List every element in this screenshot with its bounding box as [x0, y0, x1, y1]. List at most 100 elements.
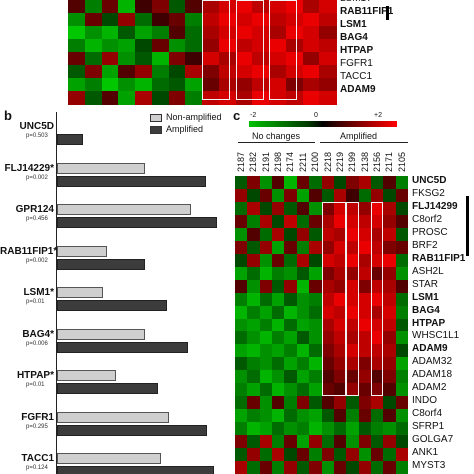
panel-a-heat-cell — [118, 91, 136, 105]
panel-a-heat-cell — [218, 13, 236, 27]
panel-c-heat-cell — [272, 292, 285, 307]
panel-a-heat-cell — [269, 52, 287, 66]
panel-c-heat-cell — [346, 461, 360, 474]
panel-a-heat-cell — [269, 91, 287, 105]
panel-c-heat-cell — [272, 214, 285, 229]
panel-c-heat-cell — [395, 201, 409, 216]
bar-category-label: FGFR1 — [21, 411, 54, 423]
panel-a-heat-cell — [84, 52, 102, 66]
bar-amplified — [57, 175, 206, 187]
panel-c-heat-cell — [333, 176, 347, 190]
panel-c-heat-cell — [247, 383, 261, 397]
panel-c-heat-cell — [309, 357, 322, 371]
panel-c-heat-cell — [284, 344, 298, 358]
panel-a-heat-cell — [235, 39, 253, 53]
bar-amplified — [57, 424, 208, 436]
panel-a-heat-cell — [252, 26, 270, 40]
panel-c-gene-label: GOLGA7 — [412, 434, 454, 446]
panel-a-heat-cell — [218, 26, 236, 40]
panel-c-heat-cell — [296, 331, 310, 345]
panel-c-gene-label: ASH2L — [412, 265, 444, 277]
panel-a-heat-cell — [84, 39, 102, 53]
panel-a-heat-cell — [285, 39, 303, 53]
panel-c-heat-cell — [395, 176, 409, 190]
panel-c-gene-label: LSM1 — [412, 291, 439, 303]
panel-c-heat-cell — [259, 448, 273, 462]
panel-c-heat-cell — [333, 279, 347, 294]
panel-c-heat-cell — [383, 409, 397, 423]
panel-a-heat-cell — [168, 91, 186, 105]
panel-c-heat-cell — [235, 422, 248, 436]
panel-c-heat-cell — [259, 292, 273, 307]
panel-c-heat-cell — [346, 331, 360, 345]
panel-c-gene-label: SFRP1 — [412, 421, 445, 433]
panel-a-heat-cell — [269, 13, 287, 27]
panel-a-heat-cell — [84, 91, 102, 105]
panel-c-heat-cell — [321, 370, 335, 384]
panel-c-heat-cell — [235, 240, 248, 255]
panel-c-heat-cell — [358, 461, 372, 474]
bar-category-label: GPR124 — [15, 204, 54, 215]
panel-c-heat-cell — [395, 188, 409, 203]
panel-c-heat-cell — [259, 435, 273, 449]
panel-a-heat-cell — [319, 91, 337, 105]
panel-c-heat-cell — [346, 357, 360, 371]
panel-c-heat-cell — [370, 266, 384, 281]
panel-c-heat-cell — [358, 201, 372, 216]
panel-c-heat-cell — [383, 396, 397, 410]
sample-id-label: 2219 — [334, 151, 345, 172]
panel-a-heat-cell — [319, 52, 337, 66]
panel-c-heat-cell — [358, 176, 372, 190]
color-scale-bar — [249, 121, 397, 127]
panel-a-heat-cell — [168, 52, 186, 66]
panel-a-heat-cell — [101, 13, 119, 27]
panel-c-heat-cell — [321, 188, 335, 203]
panel-a-heat-cell — [135, 13, 153, 27]
panel-c-heat-cell — [272, 383, 285, 397]
panel-c-heat-cell — [284, 318, 298, 332]
panel-c-heat-cell — [346, 279, 360, 294]
panel-a-heat-cell — [68, 52, 86, 66]
bar-non-amplified — [57, 245, 107, 257]
panel-c-heat-cell — [383, 266, 397, 281]
panel-a-heat-cell — [118, 78, 136, 92]
panel-c-heat-cell — [321, 357, 335, 371]
panel-c-heat-cell — [333, 396, 347, 410]
panel-c-heat-cell — [296, 318, 310, 332]
panel-a-heat-cell — [118, 13, 136, 27]
bar-category-label: FLJ14229* — [4, 162, 54, 174]
panel-c-heat-cell — [333, 227, 347, 242]
panel-a-heat-cell — [302, 78, 320, 92]
panel-c-heat-cell — [296, 279, 310, 294]
panel-c-heat-cell — [321, 331, 335, 345]
panel-c-heat-cell — [358, 422, 372, 436]
panel-c-heat-cell — [247, 253, 261, 268]
panel-c-gene-label: C8orf4 — [412, 408, 443, 420]
panel-c-heat-cell — [383, 435, 397, 449]
panel-a-heat-cell — [118, 39, 136, 53]
panel-c-heat-cell — [259, 370, 273, 384]
panel-c-heat-cell — [284, 305, 298, 320]
panel-a-heat-cell — [218, 0, 236, 14]
panel-a-heat-cell — [252, 78, 270, 92]
panel-c-heat-cell — [309, 253, 322, 268]
panel-c-heat-cell — [247, 422, 261, 436]
panel-c-heat-cell — [346, 435, 360, 449]
panel-c-heat-cell — [383, 383, 397, 397]
panel-c-gene-label: BAG4 — [412, 304, 440, 316]
panel-c-heat-cell — [383, 279, 397, 294]
panel-a-heat-cell — [135, 78, 153, 92]
panel-a-heat-cell — [185, 91, 203, 105]
panel-c-heat-cell — [259, 176, 273, 190]
panel-a-heat-cell — [285, 91, 303, 105]
panel-c-heat-cell — [395, 214, 409, 229]
panel-c-heat-cell — [309, 214, 322, 229]
panel-c-heat-cell — [321, 435, 335, 449]
panel-a-heat-cell — [68, 13, 86, 27]
panel-a-heat-cell — [151, 39, 169, 53]
panel-c-heat-cell — [272, 357, 285, 371]
panel-c-heat-cell — [284, 461, 298, 474]
panel-c-heat-cell — [259, 357, 273, 371]
panel-c-heat-cell — [333, 240, 347, 255]
panel-a-heat-cell — [285, 26, 303, 40]
